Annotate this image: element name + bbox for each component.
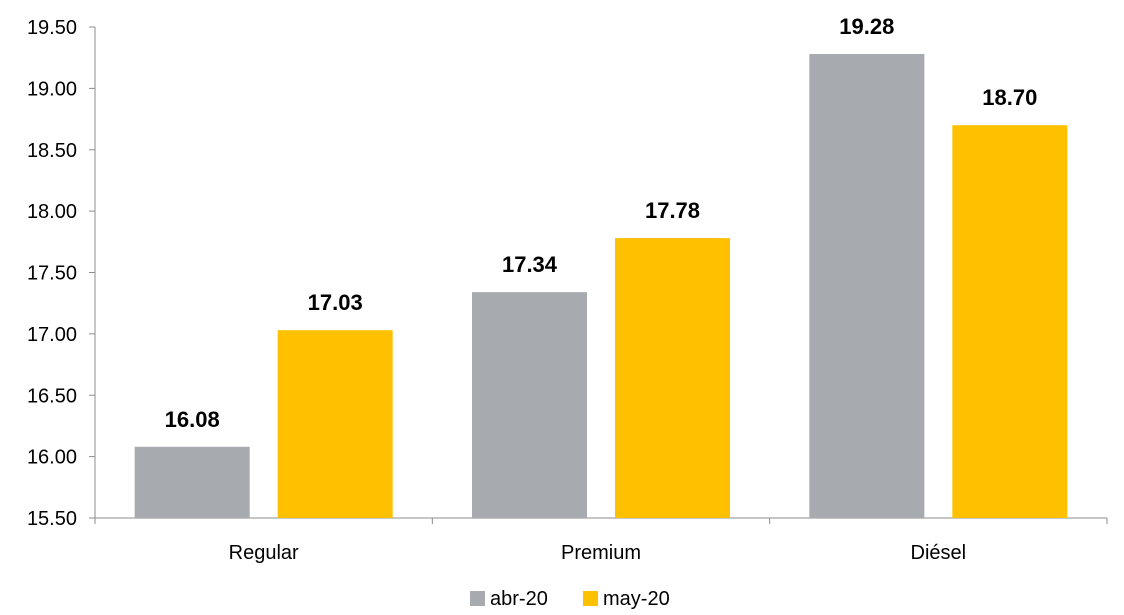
legend-swatch (583, 591, 598, 606)
data-label: 18.70 (982, 85, 1037, 110)
bar-may-20-regular (277, 330, 393, 518)
y-tick-label: 17.00 (27, 324, 77, 346)
legend: abr-20 may-20 (470, 588, 670, 610)
y-tick-label: 15.50 (27, 508, 77, 530)
y-tick-label: 18.00 (27, 201, 77, 223)
y-tick-label: 19.00 (27, 78, 77, 100)
bar-may-20-premium (615, 238, 730, 518)
y-tick-label: 18.50 (27, 140, 77, 162)
bar-abr-20-premium (472, 292, 587, 518)
data-label: 17.03 (308, 290, 363, 315)
data-label: 17.34 (502, 252, 558, 277)
axes: 15.50 16.00 16.50 17.00 17.50 18.00 18.50 19.00… (27, 17, 1108, 564)
bars (134, 54, 1068, 518)
bar-abr-20-regular (134, 446, 250, 518)
y-tick-label: 19.50 (27, 17, 77, 39)
data-label: 17.78 (645, 198, 700, 223)
data-labels: 16.08 17.03 17.34 17.78 19.28 18.70 (165, 14, 1038, 432)
data-label: 19.28 (839, 14, 894, 39)
y-tick-label: 16.00 (27, 447, 77, 469)
legend-label: may-20 (603, 588, 670, 610)
x-category-label: Diésel (911, 542, 967, 564)
bar-abr-20-diésel (809, 54, 925, 518)
x-category-label: Regular (229, 542, 299, 564)
data-label: 16.08 (165, 407, 220, 432)
bar-may-20-diésel (952, 125, 1068, 518)
y-tick-label: 17.50 (27, 263, 77, 285)
y-tick-label: 16.50 (27, 385, 77, 407)
x-category-label: Premium (561, 542, 641, 564)
legend-swatch (470, 591, 485, 606)
legend-label: abr-20 (490, 588, 548, 610)
